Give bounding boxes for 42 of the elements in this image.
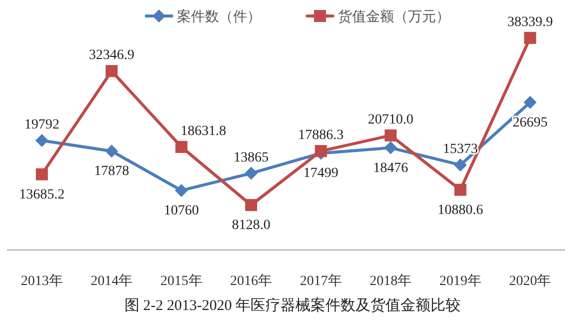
point — [454, 158, 467, 172]
legend-label: 案件数（件） — [177, 8, 261, 25]
x-tick-label: 2019年 — [439, 273, 482, 289]
point — [105, 144, 118, 158]
data-label: 20710.0 — [368, 112, 414, 128]
point — [314, 145, 327, 158]
point — [244, 166, 258, 180]
point — [245, 199, 258, 212]
data-label: 17878 — [94, 164, 130, 180]
data-label: 15373 — [442, 142, 478, 157]
point — [384, 141, 398, 154]
data-label: 17499 — [303, 166, 338, 182]
x-tick-label: 2020年 — [509, 273, 552, 289]
x-tick-label: 2015年 — [160, 273, 202, 289]
x-tick-label: 2018年 — [370, 273, 412, 289]
legend-label: 货值金额（万元） — [338, 9, 450, 25]
point — [106, 65, 118, 78]
point — [174, 184, 188, 197]
point — [175, 140, 188, 153]
x-tick-label: 2016年 — [230, 273, 272, 289]
data-label: 26695 — [512, 115, 548, 130]
data-label: 10880.6 — [438, 202, 484, 218]
point — [524, 32, 536, 44]
x-tick-label: 2017年 — [300, 273, 342, 289]
data-label: 18631.8 — [180, 124, 226, 139]
point — [35, 134, 48, 148]
data-label: 8128.0 — [232, 218, 270, 234]
data-label: 38339.9 — [507, 14, 553, 30]
data-label: 17886.3 — [298, 128, 344, 144]
data-label: 18476 — [373, 160, 408, 176]
data-label: 13865 — [234, 150, 269, 166]
data-label: 13685.2 — [19, 187, 65, 202]
x-tick-label: 2013年 — [20, 273, 63, 289]
data-label: 32346.9 — [88, 48, 134, 64]
point — [36, 168, 48, 180]
data-label: 10760 — [164, 203, 199, 218]
point — [384, 129, 397, 142]
data-label: 19792 — [24, 118, 60, 133]
point — [524, 96, 537, 109]
text: 图 2-2 2013-2020 年医疗器械案件数及货值金额比较 — [124, 297, 461, 314]
point — [454, 184, 466, 196]
x-tick-label: 2014年 — [90, 273, 133, 289]
